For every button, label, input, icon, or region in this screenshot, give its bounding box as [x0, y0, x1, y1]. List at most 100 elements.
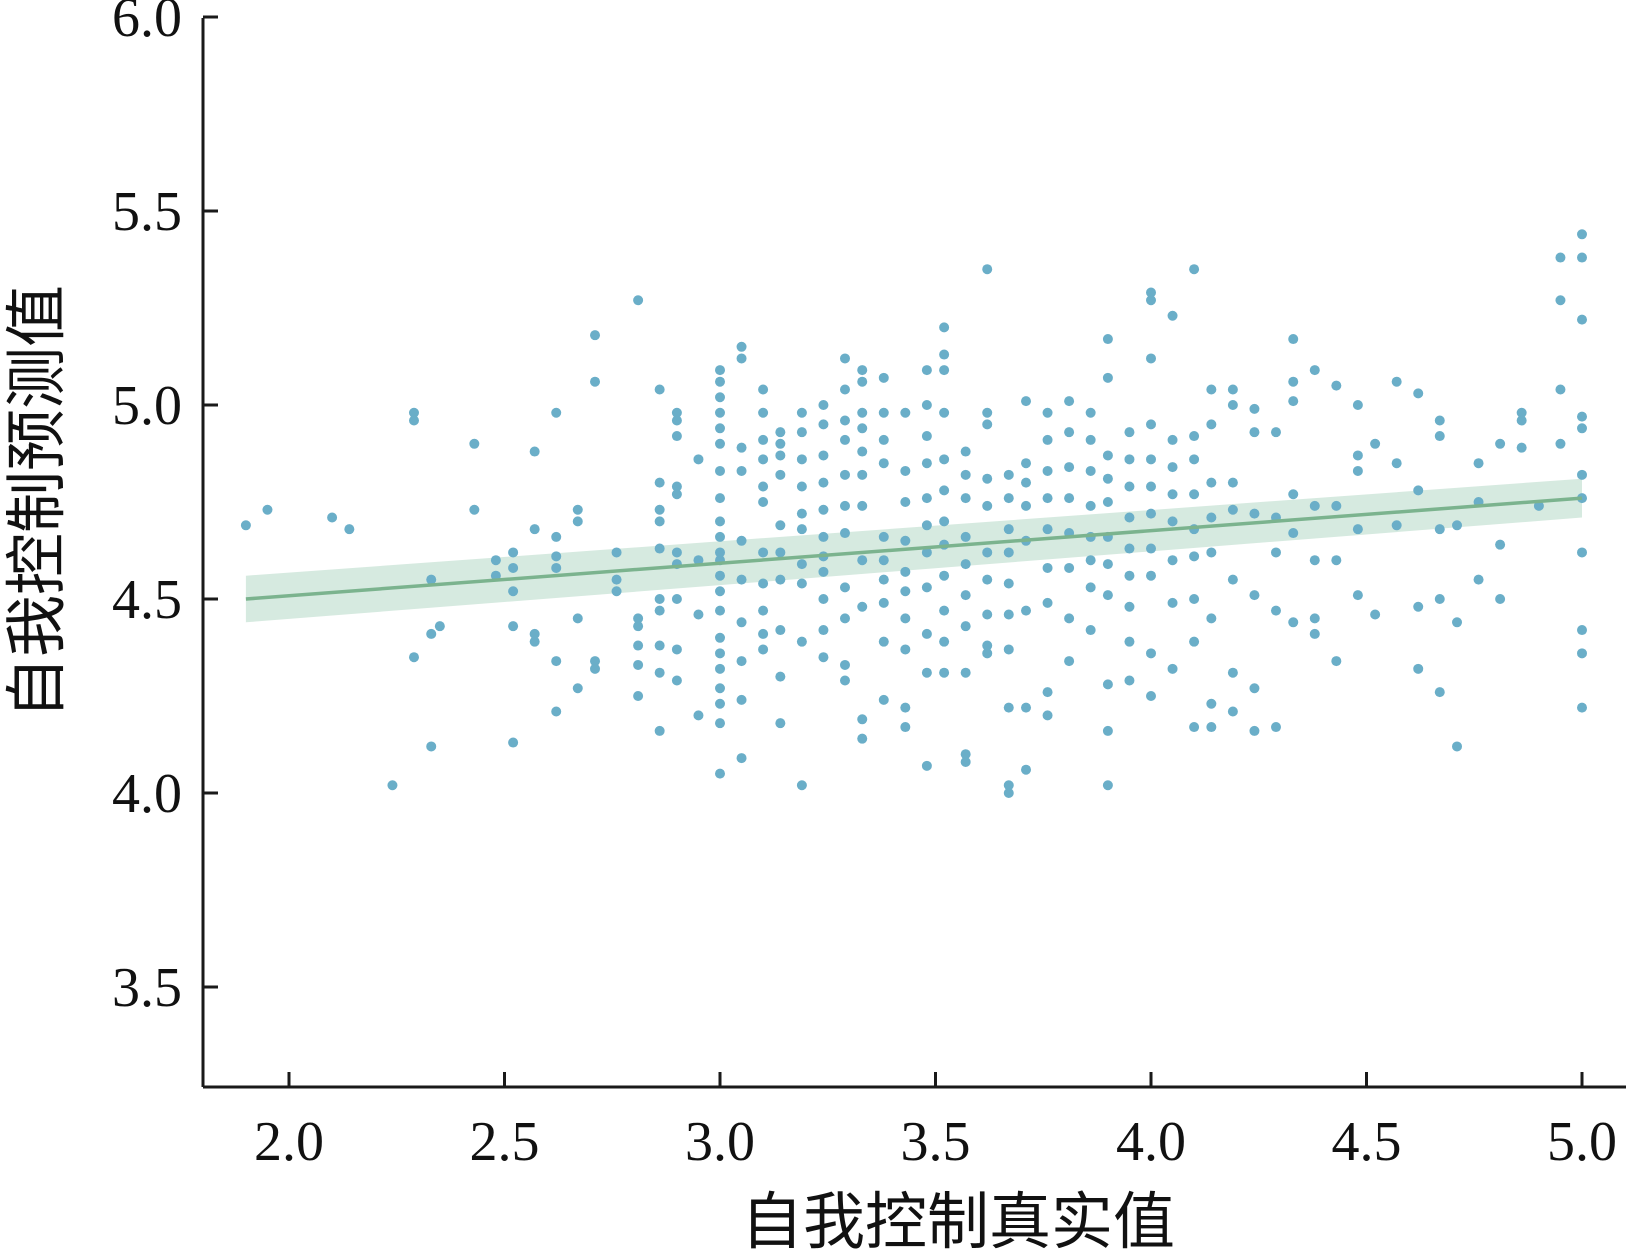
data-point	[736, 694, 747, 705]
data-point	[508, 562, 519, 573]
data-point	[982, 648, 993, 659]
data-point	[736, 535, 747, 546]
data-point	[1003, 578, 1014, 589]
data-point	[1064, 462, 1075, 473]
data-point	[1189, 551, 1200, 562]
data-point	[1003, 788, 1014, 798]
data-point	[715, 718, 725, 729]
data-point	[775, 469, 786, 480]
data-point	[878, 434, 889, 445]
data-point	[671, 481, 682, 492]
data-point	[408, 652, 419, 663]
data-point	[715, 516, 725, 527]
y-ticks: 3.5 4.0 4.5 5.0 5.5 6.0	[112, 0, 218, 1019]
data-point	[818, 594, 829, 604]
data-point	[344, 524, 355, 535]
data-point	[796, 427, 807, 438]
data-point	[671, 675, 682, 686]
data-point	[1042, 597, 1053, 608]
data-point	[1021, 396, 1032, 407]
y-axis-title: 自我控制预测值	[4, 285, 72, 719]
data-point	[1146, 295, 1156, 306]
data-point	[1331, 500, 1342, 511]
data-point	[857, 365, 868, 376]
data-point	[1413, 601, 1424, 612]
data-point	[1003, 702, 1014, 713]
data-point	[1249, 725, 1260, 736]
data-point	[1003, 547, 1014, 558]
data-point	[715, 365, 725, 376]
data-point	[671, 415, 682, 426]
data-point	[1102, 473, 1113, 484]
data-point	[1167, 489, 1178, 500]
data-point	[736, 617, 747, 628]
data-point	[818, 419, 829, 430]
data-point	[529, 628, 540, 639]
data-point	[960, 749, 971, 760]
data-point	[1249, 508, 1260, 519]
data-point	[939, 605, 950, 616]
data-point	[1331, 380, 1342, 391]
data-point	[1249, 427, 1260, 438]
data-point	[1577, 411, 1587, 422]
data-point	[1227, 384, 1238, 395]
data-point	[818, 450, 829, 461]
data-point	[1064, 613, 1075, 624]
data-point	[736, 442, 747, 453]
data-point	[551, 407, 562, 418]
data-point	[1124, 481, 1135, 492]
data-point	[1577, 314, 1587, 325]
data-point	[529, 446, 540, 457]
x-tick-label: 3.5	[901, 1111, 971, 1173]
data-point	[715, 423, 725, 434]
data-point	[1102, 590, 1113, 601]
data-point	[857, 376, 868, 387]
data-point	[1555, 384, 1566, 395]
data-point	[1003, 644, 1014, 655]
data-point	[1146, 648, 1156, 659]
data-point	[1102, 679, 1113, 690]
data-point	[982, 640, 993, 651]
data-point	[982, 407, 993, 418]
x-ticks: 2.0 2.5 3.0 3.5 4.0 4.5 5.0	[254, 1072, 1617, 1173]
data-point	[1434, 415, 1445, 426]
data-point	[921, 582, 932, 593]
data-point	[1473, 458, 1484, 469]
data-point	[939, 454, 950, 465]
data-point	[469, 438, 480, 449]
data-point	[1064, 427, 1075, 438]
data-point	[671, 431, 682, 442]
data-point	[921, 547, 932, 558]
x-axis-title: 自我控制真实值	[741, 1189, 1175, 1250]
data-point	[1146, 570, 1156, 581]
data-point	[1370, 609, 1381, 620]
x-tick-label: 4.5	[1332, 1111, 1402, 1173]
data-point	[775, 547, 786, 558]
data-point	[1189, 431, 1200, 442]
data-point	[1064, 562, 1075, 573]
data-point	[857, 500, 868, 511]
data-point	[775, 438, 786, 449]
data-point	[693, 710, 704, 721]
data-point	[939, 667, 950, 678]
data-point	[551, 706, 562, 717]
data-point	[900, 535, 911, 546]
data-point	[878, 372, 889, 383]
data-point	[1473, 574, 1484, 585]
data-point	[715, 376, 725, 387]
data-point	[1042, 687, 1053, 698]
data-point	[900, 497, 911, 507]
data-point	[857, 733, 868, 744]
data-point	[1021, 500, 1032, 511]
data-point	[775, 671, 786, 682]
data-point	[796, 407, 807, 418]
data-point	[426, 741, 437, 752]
data-point	[1085, 465, 1096, 476]
data-point	[939, 349, 950, 360]
data-point	[818, 566, 829, 577]
data-point	[758, 578, 769, 589]
data-point	[900, 465, 911, 476]
y-tick-label: 4.0	[112, 763, 182, 825]
regression-line	[245, 496, 1583, 601]
data-point	[715, 683, 725, 694]
